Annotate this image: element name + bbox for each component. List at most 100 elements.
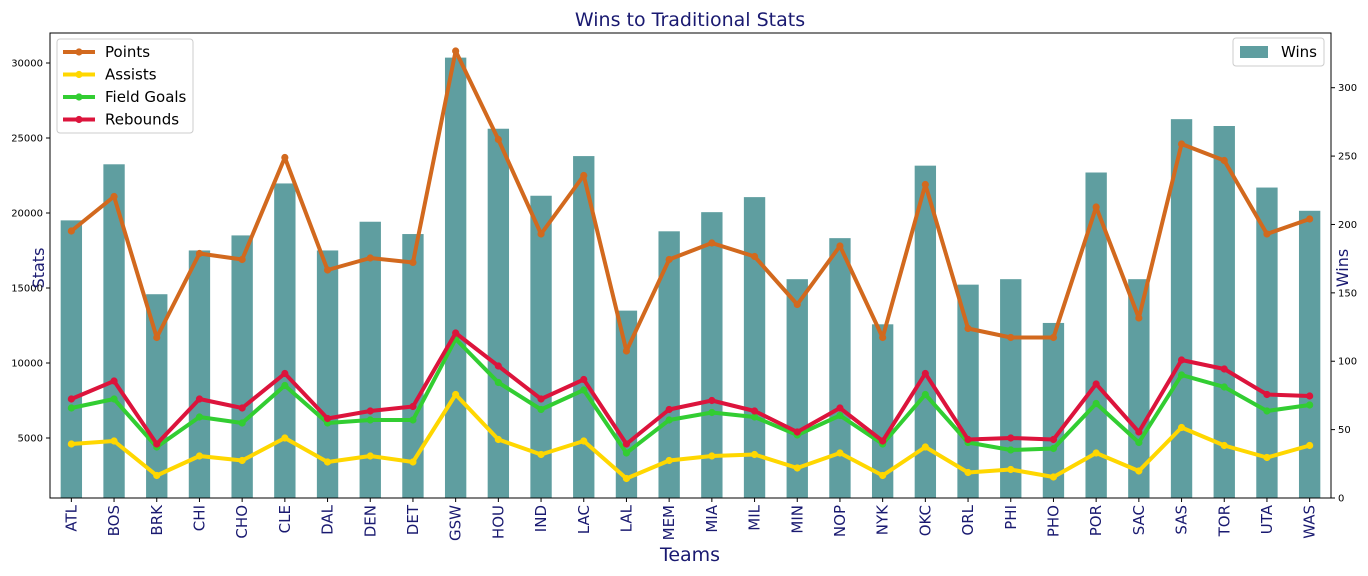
point-points-mil (750, 252, 759, 261)
point-assists-lac (580, 437, 588, 445)
legend-label-wins: Wins (1281, 43, 1317, 61)
x-tick-label: PHO (1044, 505, 1062, 537)
x-tick-label: ATL (62, 504, 80, 531)
point-assists-cle (281, 434, 289, 442)
point-assists-okc (921, 443, 929, 451)
point-field-goals-bos (110, 395, 118, 403)
y-left-tick-label: 20000 (11, 209, 43, 220)
x-tick-label: ORL (959, 504, 977, 535)
x-tick-label: SAC (1130, 505, 1148, 535)
x-tick-label: MIL (746, 504, 764, 530)
x-axis-title: Teams (659, 544, 720, 566)
point-assists-was (1306, 441, 1314, 450)
x-tick-label: CHI (190, 505, 208, 531)
y-right-tick-label: 100 (1338, 357, 1357, 368)
x-tick-label: UTA (1258, 504, 1276, 534)
x-tick-label: PHI (1002, 505, 1020, 530)
point-points-mia (708, 239, 716, 247)
legend-left-box (56, 38, 194, 134)
legend-marker-points (75, 48, 83, 56)
x-tick-label: IND (532, 505, 550, 532)
point-rebounds-lac (580, 375, 588, 384)
bar-wins-nop (829, 238, 851, 498)
point-rebounds-phi (1007, 434, 1015, 442)
point-rebounds-okc (921, 369, 929, 378)
bar-wins-sac (1128, 279, 1150, 498)
point-field-goals-cho (238, 419, 246, 427)
point-assists-sas (1177, 423, 1186, 432)
bars-layer (60, 57, 1321, 499)
point-rebounds-dal (323, 414, 332, 423)
point-points-uta (1263, 230, 1271, 238)
point-field-goals-ind (537, 405, 545, 414)
point-points-phi (1007, 333, 1015, 342)
bar-wins-mem (658, 231, 680, 498)
point-field-goals-was (1306, 401, 1314, 409)
point-field-goals-pho (1049, 444, 1058, 453)
point-field-goals-den (366, 416, 374, 424)
y-left-tick-label: 10000 (11, 359, 43, 370)
legend-right: Wins (1232, 37, 1325, 67)
x-tick-label: MIN (788, 505, 806, 534)
point-rebounds-pho (1049, 435, 1058, 444)
point-field-goals-lal (622, 449, 631, 457)
point-assists-nop (836, 449, 844, 457)
legend-left: Points Assists Field Goals Rebounds (56, 38, 194, 134)
point-assists-phi (1007, 465, 1015, 474)
point-rebounds-den (366, 407, 374, 415)
point-field-goals-tor (1220, 383, 1228, 391)
point-points-por (1092, 203, 1100, 211)
point-points-atl (67, 227, 75, 235)
point-rebounds-chi (195, 395, 204, 403)
point-points-pho (1049, 333, 1058, 342)
lines-layer (67, 47, 1314, 483)
point-rebounds-brk (153, 440, 161, 448)
point-assists-uta (1263, 453, 1271, 462)
point-points-gsw (452, 47, 460, 55)
point-points-den (366, 254, 374, 262)
bar-wins-cle (274, 183, 296, 499)
legend-right-box (1232, 37, 1325, 67)
bar-wins-chi (188, 250, 211, 498)
point-field-goals-mia (708, 408, 716, 417)
bar-wins-den (359, 221, 381, 498)
bar-wins-sas (1170, 119, 1193, 498)
point-assists-brk (153, 471, 161, 480)
bar-wins-gsw (444, 57, 467, 498)
point-field-goals-sas (1177, 371, 1186, 379)
point-points-lal (622, 347, 631, 355)
bar-wins-okc (914, 165, 937, 499)
bar-wins-det (402, 234, 424, 498)
point-rebounds-por (1092, 380, 1100, 388)
point-assists-orl (964, 468, 972, 477)
point-field-goals-mem (665, 416, 673, 424)
point-field-goals-atl (67, 404, 75, 412)
bar-wins-brk (146, 294, 168, 498)
point-assists-ind (537, 450, 545, 459)
point-field-goals-cle (281, 381, 289, 390)
point-points-sac (1135, 314, 1143, 322)
point-points-nyk (879, 333, 887, 342)
point-assists-bos (110, 437, 118, 445)
x-tick-label: CLE (276, 505, 294, 533)
y-right-tick-label: 300 (1338, 83, 1357, 94)
point-assists-por (1092, 449, 1100, 457)
point-assists-chi (195, 452, 204, 460)
point-rebounds-nyk (879, 437, 887, 445)
legend-marker-assists (75, 70, 83, 79)
bar-wins-phi (1000, 279, 1022, 498)
point-rebounds-gsw (452, 329, 460, 337)
x-tick-label: SAS (1173, 505, 1191, 535)
point-points-nop (836, 242, 844, 250)
point-rebounds-cle (281, 369, 289, 378)
series-assists (67, 390, 1314, 483)
point-rebounds-tor (1220, 365, 1228, 373)
y-right-tick-label: 200 (1338, 220, 1357, 231)
chart-title: Wins to Traditional Stats (575, 9, 805, 31)
point-rebounds-min (793, 428, 801, 436)
x-tick-label: CHO (233, 505, 251, 539)
point-assists-det (409, 458, 417, 466)
y-axis-right-title: Wins (1333, 249, 1352, 287)
bar-wins-dal (316, 250, 339, 498)
point-assists-gsw (452, 390, 460, 399)
